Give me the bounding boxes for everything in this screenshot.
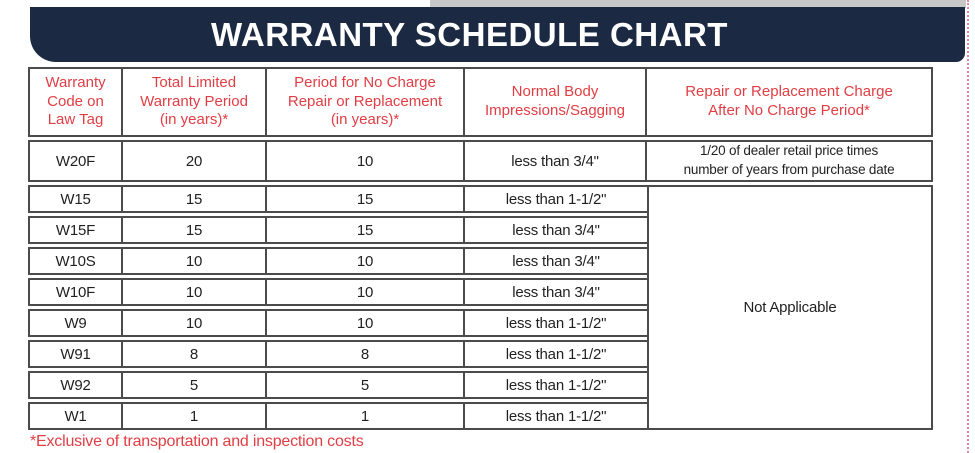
column-header-no-charge-period: Period for No Charge Repair or Replaceme…: [267, 67, 465, 137]
cell-no-charge-period: 10: [267, 247, 465, 275]
header-row: Warranty Code on Law Tag Total Limited W…: [28, 67, 933, 137]
cell-warranty-code: W91: [28, 340, 123, 368]
cell-impressions: less than 3/4": [465, 247, 647, 275]
cell-impressions: less than 3/4": [465, 140, 647, 182]
table-row-w15f: W15F 15 15 less than 3/4": [28, 216, 933, 244]
cell-no-charge-period: 15: [267, 185, 465, 213]
page-edge-strip: [430, 0, 966, 8]
warranty-schedule-table: Warranty Code on Law Tag Total Limited W…: [28, 64, 933, 433]
cell-warranty-code: W1: [28, 402, 123, 430]
title-bar: WARRANTY SCHEDULE CHART: [30, 7, 965, 62]
not-applicable-cell: Not Applicable: [647, 185, 933, 430]
footnote: *Exclusive of transportation and inspect…: [30, 433, 364, 450]
column-header-replacement-charge: Repair or Replacement Charge After No Ch…: [647, 67, 933, 137]
cell-impressions: less than 1-1/2": [465, 185, 647, 213]
cell-impressions: less than 1-1/2": [465, 402, 647, 430]
column-header-body-impressions: Normal Body Impressions/Sagging: [465, 67, 647, 137]
cell-warranty-code: W92: [28, 371, 123, 399]
cell-no-charge-period: 1: [267, 402, 465, 430]
column-header-warranty-code: Warranty Code on Law Tag: [28, 67, 123, 137]
cell-impressions: less than 3/4": [465, 216, 647, 244]
cell-no-charge-period: 10: [267, 309, 465, 337]
cell-impressions: less than 3/4": [465, 278, 647, 306]
cell-impressions: less than 1-1/2": [465, 309, 647, 337]
cell-warranty-code: W10S: [28, 247, 123, 275]
cell-total-period: 10: [123, 278, 267, 306]
cell-warranty-code: W15: [28, 185, 123, 213]
table-row-w10f: W10F 10 10 less than 3/4": [28, 278, 933, 306]
cell-total-period: 10: [123, 309, 267, 337]
table-row-w91: W91 8 8 less than 1-1/2": [28, 340, 933, 368]
column-header-total-warranty-period: Total Limited Warranty Period (in years)…: [123, 67, 267, 137]
cell-total-period: 5: [123, 371, 267, 399]
cell-no-charge-period: 5: [267, 371, 465, 399]
table-row-w9: W9 10 10 less than 1-1/2": [28, 309, 933, 337]
table-row-w1: W1 1 1 less than 1-1/2": [28, 402, 933, 430]
cell-total-period: 8: [123, 340, 267, 368]
table-row-w20f: W20F 20 10 less than 3/4" 1/20 of dealer…: [28, 140, 933, 182]
cell-no-charge-period: 8: [267, 340, 465, 368]
cell-no-charge-period: 10: [267, 140, 465, 182]
trim-marks-line: [967, 0, 969, 453]
table-row-w10s: W10S 10 10 less than 3/4": [28, 247, 933, 275]
page-title: WARRANTY SCHEDULE CHART: [211, 15, 728, 53]
cell-impressions: less than 1-1/2": [465, 340, 647, 368]
cell-no-charge-period: 10: [267, 278, 465, 306]
table-row-w15: W15 15 15 less than 1-1/2" Not Applicabl…: [28, 185, 933, 430]
cell-total-period: 15: [123, 185, 267, 213]
cell-charge-after-period: 1/20 of dealer retail price times number…: [647, 140, 933, 182]
cell-total-period: 20: [123, 140, 267, 182]
cell-total-period: 1: [123, 402, 267, 430]
cell-warranty-code: W10F: [28, 278, 123, 306]
cell-impressions: less than 1-1/2": [465, 371, 647, 399]
cell-warranty-code: W15F: [28, 216, 123, 244]
cell-warranty-code: W20F: [28, 140, 123, 182]
cell-total-period: 10: [123, 247, 267, 275]
cell-no-charge-period: 15: [267, 216, 465, 244]
cell-total-period: 15: [123, 216, 267, 244]
table-row-w92: W92 5 5 less than 1-1/2": [28, 371, 933, 399]
cell-warranty-code: W9: [28, 309, 123, 337]
